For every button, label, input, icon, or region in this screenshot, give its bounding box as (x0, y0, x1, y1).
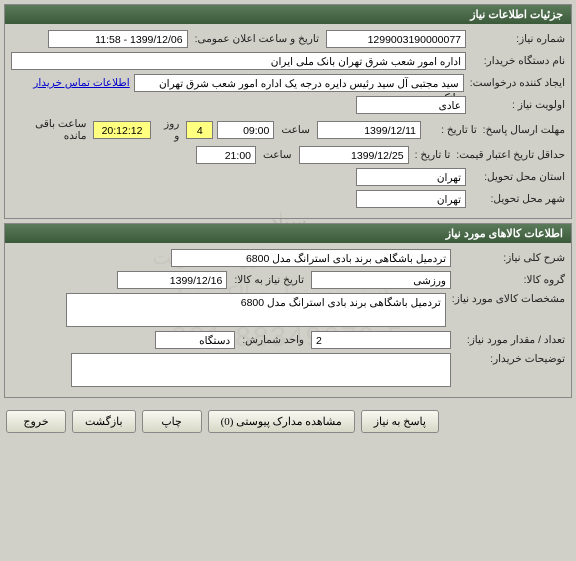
qty-label: تعداد / مقدار مورد نیاز: (455, 334, 565, 346)
group-label: گروه کالا: (455, 274, 565, 286)
ann-time-field: 1399/12/06 - 11:58 (48, 30, 188, 48)
ann-time-label: تاریخ و ساعت اعلان عمومی: (192, 33, 322, 45)
time-label-2: ساعت (260, 149, 295, 161)
org-field: اداره امور شعب شرق تهران بانک ملی ایران (11, 52, 466, 70)
credit-label: حداقل تاریخ اعتبار قیمت: تا تاریخ : (413, 149, 565, 161)
desc-field: تردمیل باشگاهی برند بادی استرانگ مدل 680… (171, 249, 451, 267)
item-date-label: تاریخ نیاز به کالا: (231, 274, 307, 286)
button-bar: پاسخ به نیاز مشاهده مدارک پیوستی (0) چاپ… (0, 402, 576, 439)
time-label-1: ساعت (278, 124, 313, 136)
credit-date-field: 1399/12/25 (299, 146, 409, 164)
need-no-field: 1299003190000077 (326, 30, 466, 48)
item-date-field: 1399/12/16 (117, 271, 227, 289)
creator-label: ایجاد کننده درخواست: (468, 77, 565, 89)
desc-label: شرح کلی نیاز: (455, 252, 565, 264)
notes-label: توضیحات خریدار: (455, 353, 565, 365)
spec-field: تردمیل باشگاهی برند بادی استرانگ مدل 680… (66, 293, 446, 327)
unit-label: واحد شمارش: (239, 334, 307, 346)
panel-item-details: اطلاعات کالاهای مورد نیاز شرح کلی نیاز: … (4, 223, 572, 398)
print-button[interactable]: چاپ (142, 410, 202, 433)
deadline-label: مهلت ارسال پاسخ: تا تاریخ : (425, 124, 565, 136)
days-label: روز و (155, 118, 183, 142)
org-label: نام دستگاه خریدار: (470, 55, 565, 67)
contact-link[interactable]: اطلاعات تماس خریدار (33, 77, 129, 89)
remaining-label: ساعت باقی مانده (11, 118, 90, 142)
days-field: 4 (186, 121, 213, 139)
back-button[interactable]: بازگشت (72, 410, 136, 433)
deliver-city-label: شهر محل تحویل: (470, 193, 565, 205)
deliver-prov-field: تهران (356, 168, 466, 186)
exit-button[interactable]: خروج (6, 410, 66, 433)
panel-need-details: جزئیات اطلاعات نیاز شماره نیاز: 12990031… (4, 4, 572, 219)
deadline-time-field: 09:00 (217, 121, 274, 139)
unit-field: دستگاه (155, 331, 235, 349)
notes-field (71, 353, 451, 387)
spec-label: مشخصات کالای مورد نیاز: (450, 293, 565, 305)
creator-field: سید مجتبی آل سید رئیس دایره درجه یک ادار… (134, 74, 464, 92)
need-no-label: شماره نیاز: (470, 33, 565, 45)
priority-label: اولویت نیاز : (470, 99, 565, 111)
deliver-city-field: تهران (356, 190, 466, 208)
attachments-button[interactable]: مشاهده مدارک پیوستی (0) (208, 410, 355, 433)
credit-time-field: 21:00 (196, 146, 256, 164)
deadline-date-field: 1399/12/11 (317, 121, 421, 139)
panel-header-1: جزئیات اطلاعات نیاز (5, 5, 571, 24)
priority-field: عادی (356, 96, 466, 114)
remaining-field: 20:12:12 (93, 121, 150, 139)
deliver-prov-label: استان محل تحویل: (470, 171, 565, 183)
panel-header-2: اطلاعات کالاهای مورد نیاز (5, 224, 571, 243)
respond-button[interactable]: پاسخ به نیاز (361, 410, 439, 433)
group-field: ورزشی (311, 271, 451, 289)
qty-field: 2 (311, 331, 451, 349)
